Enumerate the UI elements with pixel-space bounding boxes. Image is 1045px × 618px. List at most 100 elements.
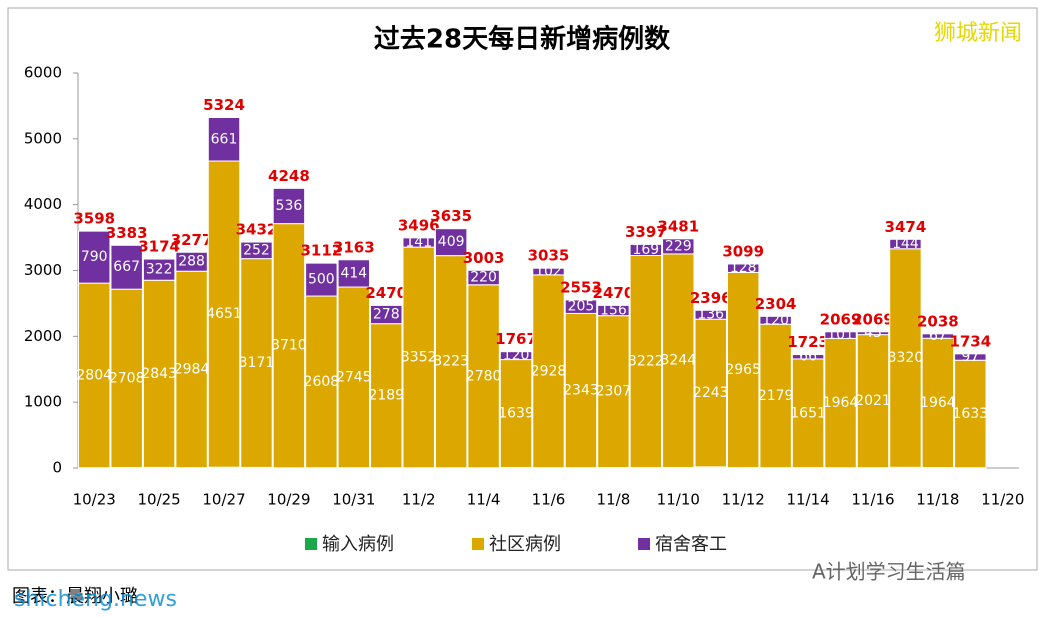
y-tick-label: 2000 — [24, 327, 62, 345]
bar-segment — [954, 359, 987, 469]
legend: 输入病例 社区病例 宿舍客工 — [305, 534, 727, 555]
bar-segment — [142, 279, 176, 468]
bar-segment — [240, 258, 273, 468]
data-label: 667 — [113, 259, 140, 275]
x-tick-label: 11/18 — [916, 491, 959, 509]
data-label: 278 — [373, 307, 400, 323]
total-label: 1734 — [949, 332, 991, 350]
bar-segment — [142, 258, 176, 281]
bar-segment — [921, 337, 955, 469]
bar-segment — [889, 238, 922, 250]
data-label: 43 — [864, 325, 882, 341]
data-label: 3223 — [433, 354, 469, 370]
bar-segment — [467, 284, 500, 469]
data-label: 144 — [892, 236, 919, 252]
data-label: 141 — [405, 234, 432, 250]
total-label: 3474 — [885, 218, 927, 236]
y-tick-label: 5000 — [24, 129, 62, 147]
total-label: 3112 — [300, 242, 342, 260]
total-label: 3163 — [333, 238, 375, 256]
data-label: 414 — [340, 265, 367, 281]
total-label: 3397 — [625, 223, 667, 241]
bar-segment — [954, 353, 987, 361]
data-label: 2804 — [76, 367, 112, 383]
total-label: 2069 — [852, 310, 894, 328]
bar-segment — [175, 270, 208, 469]
bar-segment — [467, 269, 500, 286]
total-label: 2304 — [755, 295, 797, 313]
total-label: 1767 — [495, 330, 537, 348]
bar-segment — [305, 262, 338, 297]
x-tick-label: 10/25 — [138, 491, 181, 509]
total-label: 2553 — [560, 278, 602, 296]
total-label: 3003 — [463, 249, 505, 267]
total-label: 3635 — [430, 207, 472, 225]
legend-swatch — [638, 538, 650, 550]
bar-segment — [921, 333, 955, 339]
bar-segment — [759, 315, 792, 325]
data-label: 2307 — [596, 384, 632, 400]
bar-segment — [856, 334, 890, 469]
data-label: 4651 — [206, 306, 242, 322]
data-label: 1651 — [790, 405, 826, 421]
bar-segment — [110, 244, 143, 290]
x-tick-label: 10/29 — [267, 491, 310, 509]
data-label: 252 — [243, 242, 270, 258]
data-label: 288 — [178, 254, 205, 270]
total-label: 3099 — [722, 242, 764, 260]
data-label: 3320 — [888, 350, 924, 366]
bar-segment — [272, 223, 306, 469]
data-label: 67 — [929, 328, 947, 344]
data-label: 409 — [438, 234, 465, 250]
bar-segment — [791, 354, 825, 360]
bar-segment — [759, 323, 792, 469]
bar-segment — [110, 288, 143, 468]
data-label: 102 — [535, 264, 562, 280]
bar-segment — [662, 238, 695, 255]
total-label: 3598 — [73, 210, 115, 228]
data-label: 1964 — [823, 395, 859, 411]
bar-segment — [434, 228, 468, 257]
data-label: 2243 — [693, 385, 729, 401]
data-label: 536 — [276, 198, 303, 214]
bar-segment — [889, 248, 922, 468]
data-label: 101 — [827, 327, 854, 343]
legend-swatch — [305, 538, 317, 550]
x-tick-label: 11/12 — [722, 491, 765, 509]
data-label: 2189 — [368, 388, 404, 404]
bar-segment — [175, 251, 208, 272]
bar-segment — [207, 117, 241, 162]
total-label: 2038 — [917, 312, 959, 330]
credit: 图表：晨翔小璐 — [12, 586, 138, 607]
bar-segment — [824, 331, 857, 339]
total-label: 2470 — [593, 284, 635, 302]
data-label: 2984 — [174, 361, 210, 377]
y-tick-label: 3000 — [24, 261, 62, 279]
bar-segment — [824, 337, 857, 469]
x-tick-label: 11/16 — [851, 491, 894, 509]
data-label: 3352 — [401, 349, 437, 365]
data-label: 136 — [697, 307, 724, 323]
x-tick-label: 11/8 — [597, 491, 631, 509]
bar-segment — [499, 351, 533, 361]
data-label: 120 — [762, 312, 789, 328]
data-label: 66 — [799, 349, 817, 365]
data-label: 1639 — [498, 406, 534, 422]
data-label: 3171 — [239, 355, 275, 371]
x-tick-label: 11/14 — [786, 491, 829, 509]
total-label: 3432 — [236, 221, 278, 239]
total-label: 4248 — [268, 167, 310, 185]
total-label: 3174 — [138, 238, 180, 256]
data-label: 2708 — [109, 370, 145, 386]
bar-segment — [78, 282, 111, 469]
data-label: 2179 — [758, 388, 794, 404]
data-label: 120 — [503, 348, 530, 364]
y-tick-label: 0 — [52, 459, 62, 477]
total-label: 3383 — [106, 224, 148, 242]
legend-label: 社区病例 — [489, 534, 561, 555]
data-label: 3222 — [628, 354, 664, 370]
bar-segment — [856, 331, 890, 336]
data-label: 2780 — [466, 368, 502, 384]
data-label: 1633 — [953, 406, 989, 422]
